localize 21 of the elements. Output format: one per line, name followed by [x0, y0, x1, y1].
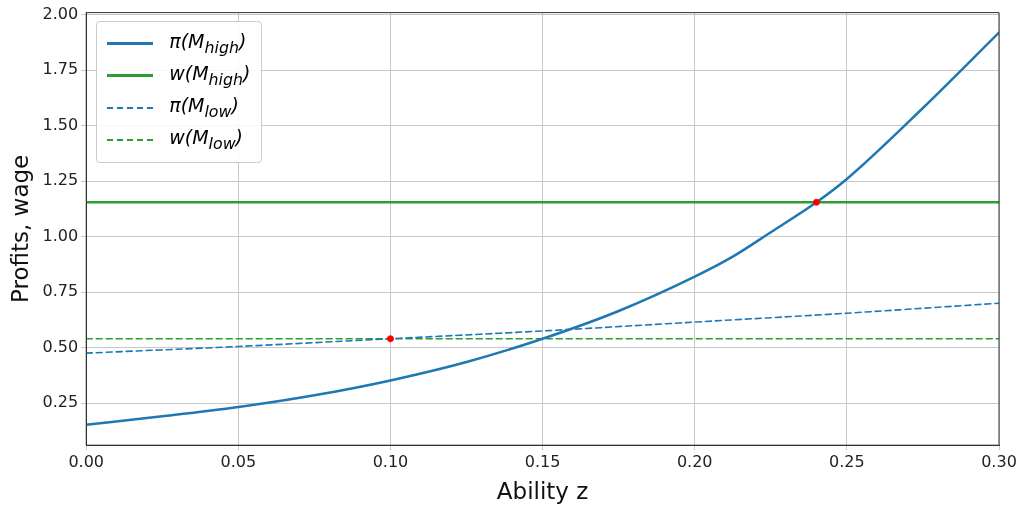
legend-label: π(M$_{low}$)	[169, 94, 239, 121]
x-tick-label: 0.05	[220, 451, 257, 471]
y-tick-label: 1.25	[42, 170, 79, 190]
legend-label: w(M$_{low}$)	[169, 126, 244, 153]
legend-label: π(M$_{high}$)	[169, 30, 247, 57]
x-tick-label: 0.20	[676, 451, 713, 471]
x-tick-label: 0.10	[372, 451, 409, 471]
y-tick-label: 1.75	[42, 59, 79, 79]
x-tick-label: 0.25	[829, 451, 865, 471]
x-axis-title: Ability z	[496, 478, 589, 505]
x-tick-label: 0.30	[981, 451, 1017, 471]
x-tick-label: 0.00	[68, 451, 105, 471]
y-tick-label: 1.50	[42, 114, 79, 134]
y-axis-title: Profits, wage	[6, 154, 33, 304]
legend-label: w(M$_{high}$)	[169, 62, 251, 89]
y-tick-label: 1.00	[42, 225, 79, 245]
y-tick-label: 0.25	[42, 392, 79, 412]
y-tick-label: 2.00	[42, 3, 79, 23]
y-tick-label: 0.50	[42, 336, 79, 356]
x-tick-label: 0.15	[524, 451, 561, 471]
y-tick-label: 0.75	[42, 281, 79, 301]
